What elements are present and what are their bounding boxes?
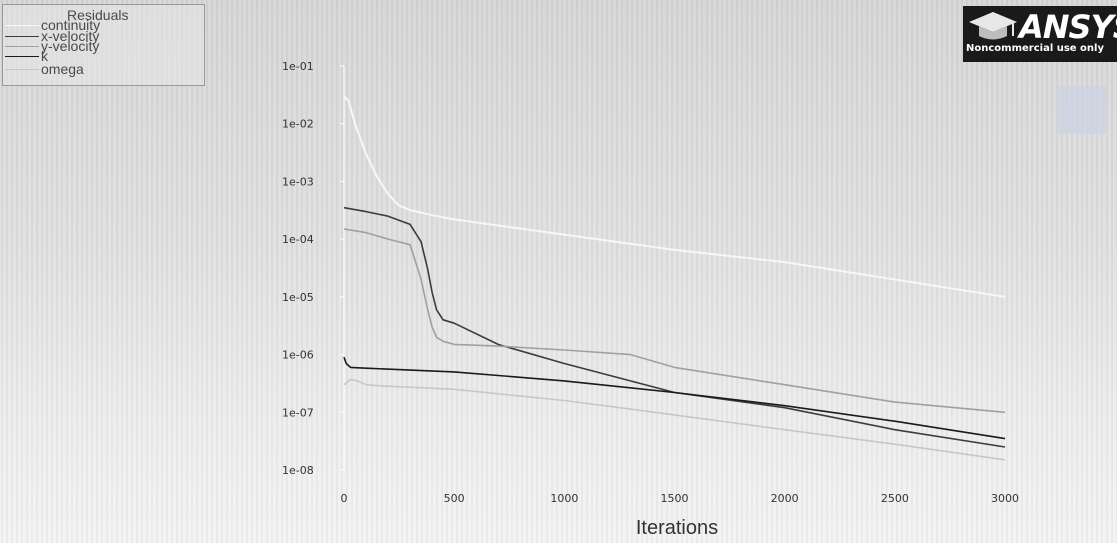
x-tick-label: 1000	[550, 492, 578, 505]
x-axis-title: Iterations	[636, 517, 718, 539]
legend: Residuals continuity x-velocity y-veloci…	[2, 4, 205, 86]
legend-title: Residuals	[67, 7, 129, 23]
logo-subtitle: Noncommercial use only	[966, 43, 1104, 54]
axis-layer: 1e-01 1e-02 1e-03 1e-04 1e-05 1e-06 1e-07 1e-08…	[282, 60, 1019, 505]
series-line-continuity	[343, 95, 1006, 298]
graduation-cap-icon	[969, 12, 1017, 40]
y-tick-label: 1e-02	[282, 118, 314, 131]
series-line-omega	[343, 378, 1006, 461]
y-tick-label: 1e-05	[282, 291, 314, 304]
legend-label: x-velocity	[41, 28, 100, 44]
x-tick-label: 2500	[881, 492, 909, 505]
x-tick-label: 0	[341, 492, 348, 505]
y-tick-label: 1e-07	[282, 406, 314, 419]
legend-swatch	[5, 56, 39, 57]
legend-label: y-velocity	[41, 38, 100, 54]
ansys-logo: ANSYS Noncommercial use only	[963, 6, 1117, 62]
side-panel-tab	[1058, 86, 1106, 134]
series-line-y-velocity	[343, 228, 1006, 414]
y-tick-label: 1e-03	[282, 175, 314, 188]
series-layer	[343, 95, 1006, 461]
legend-swatch	[5, 69, 39, 70]
legend-swatch	[5, 46, 39, 47]
x-tick-label: 3000	[991, 492, 1019, 505]
legend-swatch	[5, 25, 39, 26]
legend-label: k	[41, 48, 48, 64]
y-tick-label: 1e-06	[282, 349, 314, 362]
logo-wordmark: ANSYS	[1019, 8, 1117, 46]
legend-label: omega	[41, 61, 84, 77]
x-tick-label: 1500	[661, 492, 689, 505]
legend-swatch	[5, 36, 39, 37]
y-tick-label: 1e-04	[282, 233, 314, 246]
x-tick-label: 500	[444, 492, 465, 505]
x-tick-label: 2000	[771, 492, 799, 505]
series-line-k	[343, 356, 1006, 440]
y-tick-label: 1e-01	[282, 60, 314, 73]
y-tick-label: 1e-08	[282, 464, 314, 477]
legend-label: continuity	[41, 17, 101, 33]
series-line-x-velocity	[343, 206, 1006, 448]
